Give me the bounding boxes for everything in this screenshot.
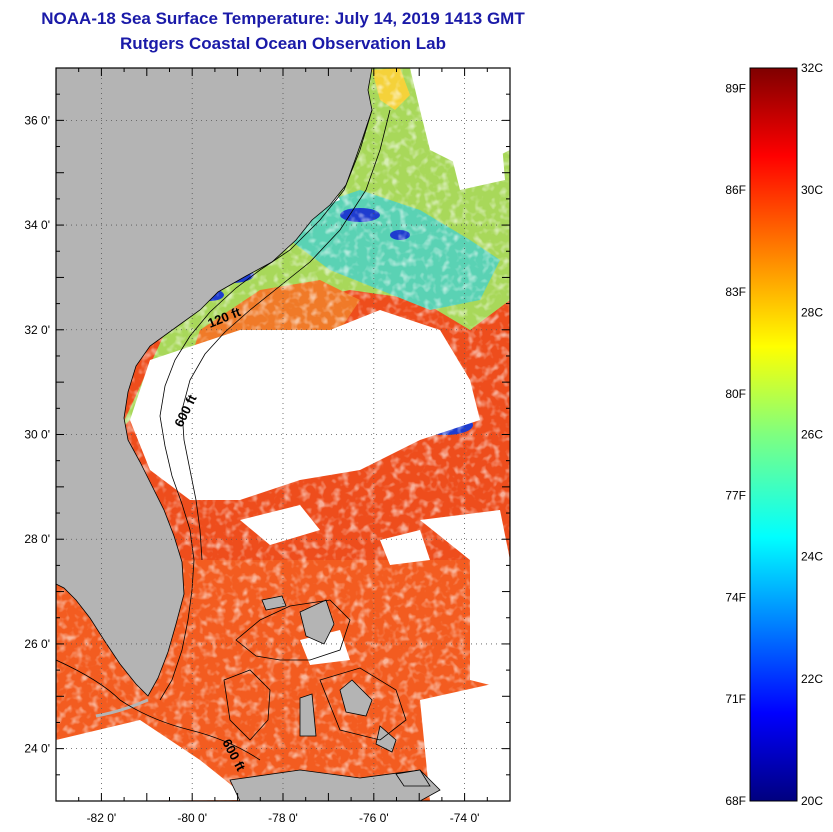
- lon-tick-label: -78 0': [268, 811, 298, 825]
- colorbar-fahrenheit-label: 68F: [725, 794, 746, 808]
- colorbar-fahrenheit-label: 71F: [725, 692, 746, 706]
- colorbar-fahrenheit-label: 83F: [725, 285, 746, 299]
- colorbar-celsius-label: 28C: [801, 305, 823, 319]
- lon-tick-label: -76 0': [359, 811, 389, 825]
- gridlines: [56, 68, 510, 801]
- colorbar-fahrenheit-label: 89F: [725, 81, 746, 95]
- colorbar-fahrenheit-label: 77F: [725, 489, 746, 503]
- lat-tick-label: 26 0': [24, 637, 50, 651]
- colorbar-fahrenheit-labels: 89F 86F 83F 80F 77F 74F 71F 68F: [725, 81, 746, 808]
- lon-tick-label: -74 0': [450, 811, 480, 825]
- lat-tick-label: 30 0': [24, 428, 50, 442]
- land-florida-keys: [95, 698, 149, 718]
- colorbar-fahrenheit-label: 74F: [725, 590, 746, 604]
- colorbar-fahrenheit-label: 80F: [725, 387, 746, 401]
- colorbar-celsius-label: 24C: [801, 550, 823, 564]
- colorbar-celsius-label: 30C: [801, 183, 823, 197]
- lat-tick-label: 32 0': [24, 323, 50, 337]
- bathymetry-contours: [56, 109, 407, 761]
- colorbar-celsius-label: 20C: [801, 794, 823, 808]
- lon-tick-label: -80 0': [177, 811, 207, 825]
- colorbar-celsius-label: 22C: [801, 672, 823, 686]
- colorbar-celsius-label: 32C: [801, 61, 823, 75]
- lon-tick-label: -82 0': [87, 811, 117, 825]
- colorbar-celsius-label: 26C: [801, 428, 823, 442]
- colorbar: [749, 67, 798, 802]
- map-title: NOAA-18 Sea Surface Temperature: July 14…: [41, 9, 525, 28]
- map-subtitle: Rutgers Coastal Ocean Observation Lab: [120, 34, 446, 53]
- land-florida-coast: [56, 68, 373, 697]
- lat-ticks: 36 0' 34 0' 32 0' 30 0' 28 0' 26 0' 24 0': [24, 67, 510, 802]
- lat-tick-label: 24 0': [24, 742, 50, 756]
- lat-tick-label: 28 0': [24, 532, 50, 546]
- colorbar-fahrenheit-label: 86F: [725, 183, 746, 197]
- lon-ticks: -82 0' -80 0' -78 0' -76 0' -74 0': [55, 68, 511, 825]
- map-area: 120 ft 600 ft 600 ft: [56, 68, 510, 801]
- lat-tick-label: 34 0': [24, 218, 50, 232]
- lat-tick-label: 36 0': [24, 113, 50, 127]
- colorbar-celsius-labels: 32C 30C 28C 26C 24C 22C 20C: [801, 61, 823, 808]
